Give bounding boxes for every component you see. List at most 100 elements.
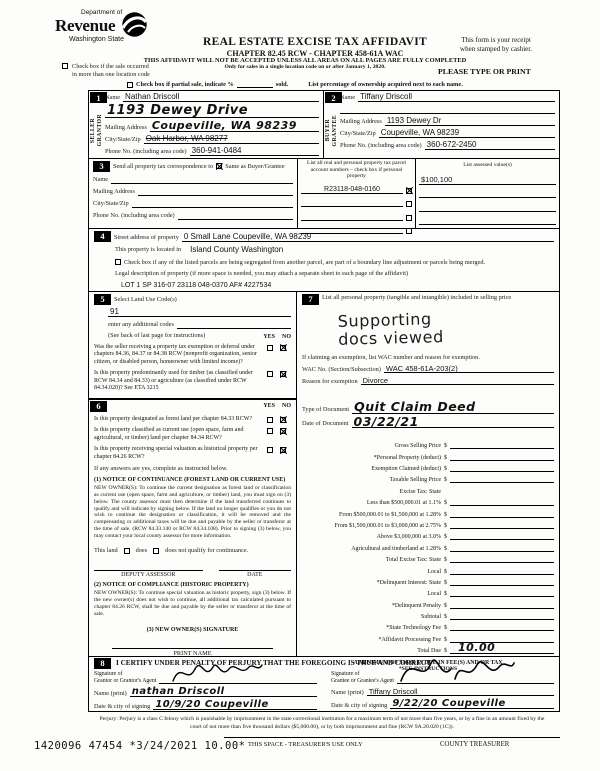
money-line-field[interactable]: [450, 635, 554, 643]
sec5-q2-yes-checkbox[interactable]: [267, 371, 273, 378]
deputy-assessor-signature-field[interactable]: [94, 569, 203, 571]
logo-dept-text: Department of: [81, 9, 123, 16]
doc-date-label: Date of Document: [302, 420, 349, 428]
street-address-label: Street address of property: [114, 234, 179, 242]
sec5-q2-no-checkbox[interactable]: [280, 371, 286, 378]
section-2-number: 2: [325, 92, 342, 103]
money-line-field[interactable]: [450, 510, 554, 518]
same-as-buyer-checkbox[interactable]: [216, 163, 223, 170]
money-line-field[interactable]: [450, 578, 554, 586]
grantee-name-field[interactable]: Tiffany Driscoll: [366, 687, 554, 697]
corr-mailing-field[interactable]: [137, 187, 293, 196]
sec6-q1-no-checkbox[interactable]: [280, 416, 286, 423]
buyer-csz-field[interactable]: Coupeville, WA 98239: [378, 129, 555, 138]
sec6-q2-no-checkbox[interactable]: [280, 428, 286, 435]
section-4-number: 4: [94, 230, 111, 242]
seller-mailing-field[interactable]: Coupeville, WA 98239: [149, 120, 319, 132]
assessed-field-4[interactable]: [419, 216, 556, 226]
money-line-field[interactable]: [450, 544, 554, 552]
located-in-value[interactable]: Island County Washington: [190, 244, 284, 254]
sec6-q3-yes-checkbox[interactable]: [267, 447, 273, 454]
tax-correspondence-cell: 3 Send all property tax correspondence t…: [89, 159, 297, 228]
parcel-field-2[interactable]: [301, 198, 403, 207]
land-use-title: Select Land Use Code(s): [114, 295, 177, 303]
money-line-field[interactable]: [450, 623, 554, 632]
money-line-field[interactable]: 10.00: [450, 642, 554, 655]
grantee-signature-field[interactable]: [397, 659, 554, 685]
seller-phone-field[interactable]: 360-941-0484: [189, 146, 319, 156]
money-line-field[interactable]: [450, 532, 554, 541]
parcel-numbers-cell: List all real and personal property tax …: [297, 158, 415, 234]
money-line-field[interactable]: [450, 498, 554, 507]
money-line-field[interactable]: [450, 589, 554, 598]
does-not-qualify-checkbox[interactable]: [153, 547, 160, 554]
money-line-field[interactable]: [450, 464, 554, 473]
sec6-q1-yes-checkbox[interactable]: [267, 416, 273, 423]
deputy-date-field[interactable]: [218, 569, 291, 571]
sec5-q1-yes-checkbox[interactable]: [267, 344, 273, 351]
new-owner-signature-field[interactable]: [112, 647, 273, 649]
seller-handwritten-address-field[interactable]: 1193 Dewey Drive: [105, 104, 319, 118]
sec5-q1-no-checkbox[interactable]: [280, 344, 286, 351]
partial-sale-checkbox[interactable]: [127, 82, 133, 88]
money-line-field[interactable]: [450, 601, 554, 609]
please-type-note: PLEASE TYPE OR PRINT: [438, 67, 531, 76]
personal-property-checkbox-1[interactable]: [406, 187, 412, 194]
money-line-field[interactable]: [450, 441, 554, 450]
parcel-field-4[interactable]: [301, 225, 403, 234]
parcel-field-3[interactable]: [301, 212, 403, 221]
seller-csz-field[interactable]: Oak Harbor, WA 98277: [143, 134, 319, 144]
buyer-name-field[interactable]: Tiffany Driscoll: [358, 93, 555, 102]
money-row: Local $: [302, 589, 554, 598]
money-line-field[interactable]: [450, 612, 554, 621]
assessed-field-1[interactable]: $100,100: [419, 176, 556, 185]
logo-state-text: Washington State: [69, 36, 124, 43]
partial-sale-percent-field[interactable]: [236, 81, 273, 88]
money-line-field[interactable]: [450, 521, 554, 529]
buyer-phone-field[interactable]: 360-672-2450: [424, 141, 555, 150]
seller-mailing-label: Mailing Address: [105, 124, 147, 132]
assessed-field-3[interactable]: [419, 203, 556, 212]
money-line-field[interactable]: [450, 453, 554, 461]
parcel-field-1[interactable]: R23118-048-0160: [301, 185, 403, 194]
legal-description-value[interactable]: LOT 1 SP 316-07 23118 048-0370 AF# 42275…: [121, 281, 272, 289]
corr-phone-field[interactable]: [177, 211, 293, 220]
sold-label: sold.: [275, 81, 289, 88]
seller-name-field[interactable]: Nathan Driscoll: [123, 93, 319, 102]
money-line-field[interactable]: [450, 555, 554, 564]
does-qualify-checkbox[interactable]: [123, 547, 130, 554]
multi-location-checkbox[interactable]: [62, 63, 68, 69]
wac-field[interactable]: WAC 458-61A-203(2): [383, 364, 554, 374]
corr-csz-field[interactable]: [131, 199, 293, 208]
sec6-q2-yes-checkbox[interactable]: [267, 428, 273, 435]
assessed-field-2[interactable]: [419, 189, 556, 199]
buyer-extra-field[interactable]: [340, 104, 555, 114]
reason-field[interactable]: Divorce: [360, 376, 554, 386]
grantor-name-field[interactable]: nathan Driscoll: [129, 687, 317, 698]
land-use-code-field[interactable]: 91: [108, 307, 291, 317]
segregated-checkbox[interactable]: [115, 258, 121, 265]
grantor-date-field[interactable]: 10/9/20 Coupeville: [153, 700, 317, 711]
doc-date-field[interactable]: 03/22/21: [351, 415, 554, 428]
money-line-field[interactable]: [450, 475, 554, 484]
corr-name-field[interactable]: [111, 175, 293, 184]
grantee-date-field[interactable]: 9/22/20 Coupeville: [390, 699, 554, 710]
dollar-sign: $: [444, 636, 447, 643]
dollar-sign: $: [444, 625, 447, 632]
receipt-note: This form is your receipt when stamped b…: [460, 36, 532, 54]
buyer-phone-label: Phone No. (including area code): [340, 142, 422, 150]
multi-location-label: Check box if the sale occurred in more t…: [72, 63, 150, 78]
personal-property-checkbox-3[interactable]: [406, 214, 412, 221]
sec6-q3-no-checkbox[interactable]: [280, 447, 286, 454]
doc-type-field[interactable]: Quit Claim Deed: [352, 400, 554, 414]
money-line-label: Taxable Selling Price: [389, 477, 441, 484]
personal-property-checkbox-4[interactable]: [406, 228, 412, 234]
grantor-signature-field[interactable]: [159, 664, 317, 685]
buyer-mailing-field[interactable]: 1193 Dewey Dr: [384, 117, 555, 126]
personal-property-checkbox-2[interactable]: [406, 201, 412, 207]
corr-mailing-label: Mailing Address: [93, 188, 135, 196]
corr-phone-label: Phone No. (including area code): [93, 212, 175, 220]
money-line-field[interactable]: [450, 567, 554, 575]
additional-codes-field[interactable]: [176, 320, 291, 329]
street-address-field[interactable]: 0 Small Lane Coupeville, WA 98239: [181, 232, 554, 242]
